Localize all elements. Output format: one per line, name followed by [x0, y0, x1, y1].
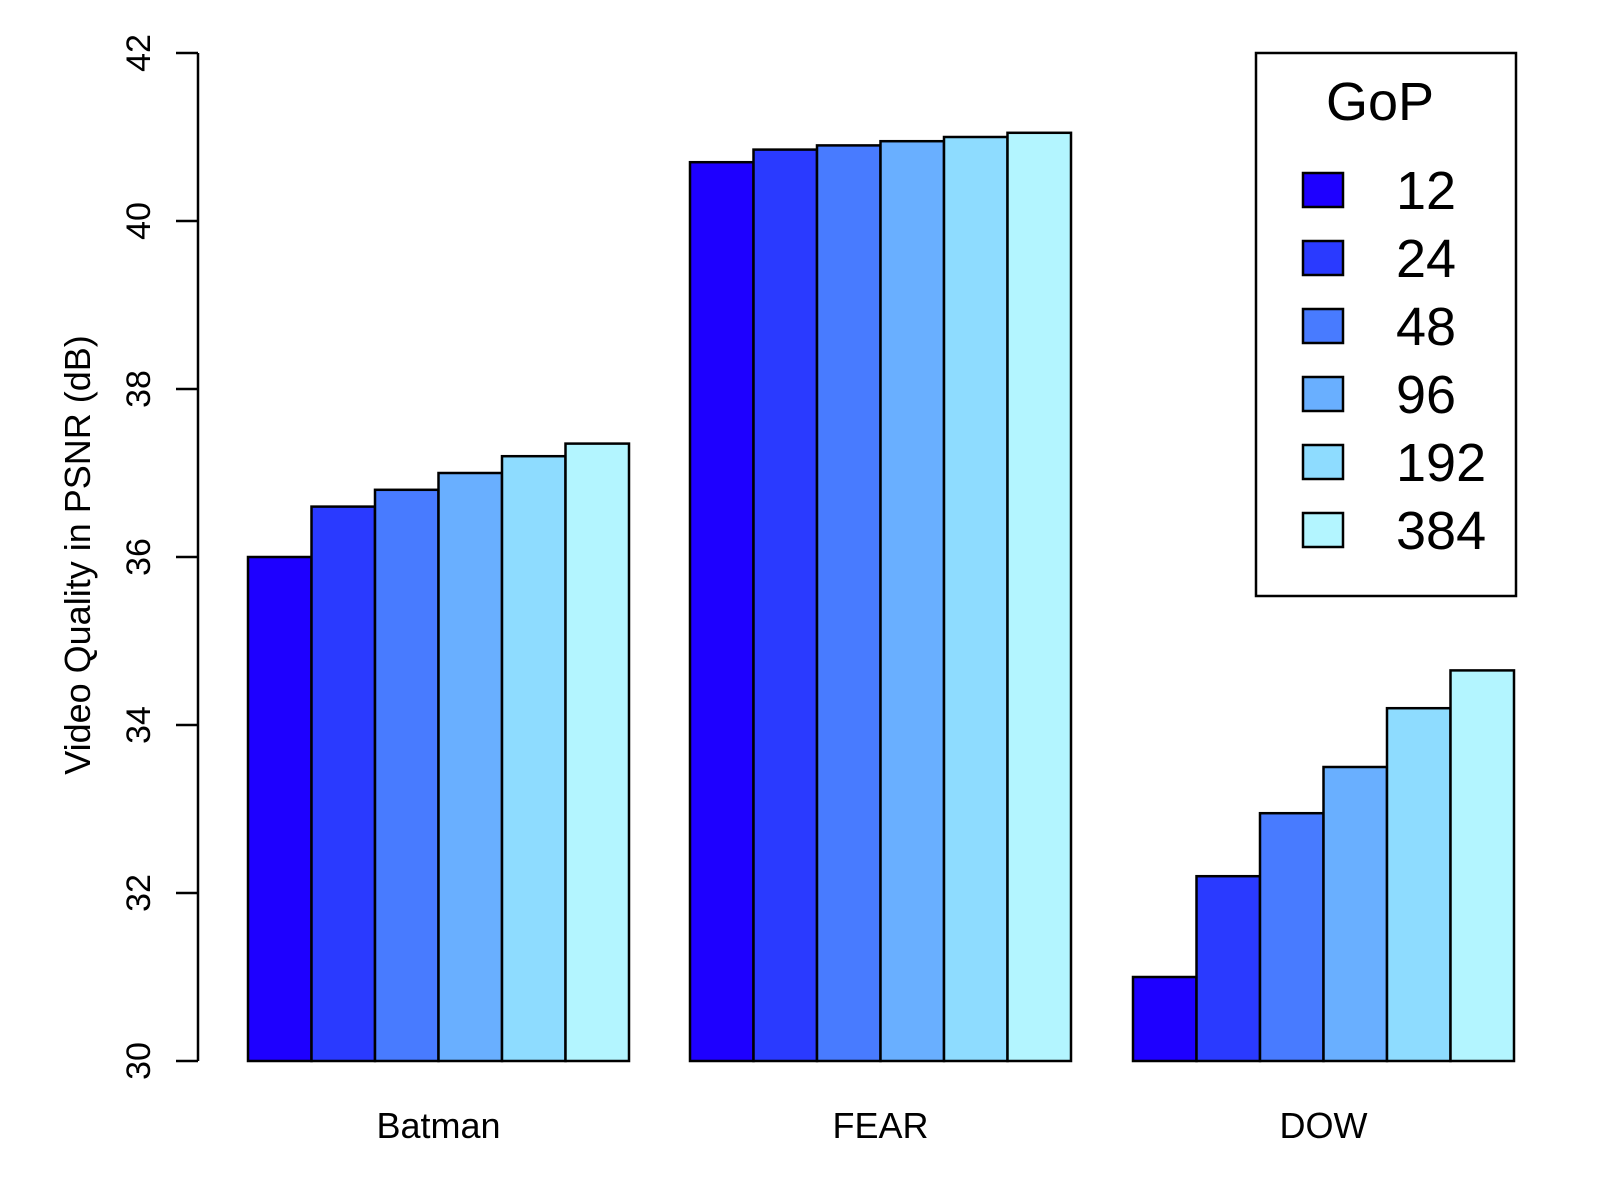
legend-swatch-48	[1301, 307, 1345, 345]
bar-dow-gop-48	[1258, 811, 1325, 1063]
bar-fear-gop-96	[879, 139, 946, 1063]
legend-label-192: 192	[1396, 433, 1486, 493]
y-tick-label: 42	[120, 34, 158, 72]
bar-batman-gop-12	[246, 555, 313, 1063]
legend-label-24: 24	[1396, 229, 1456, 289]
bar-batman-gop-48	[373, 488, 440, 1063]
bar-fear-gop-48	[815, 144, 882, 1063]
bars	[246, 131, 1516, 1063]
bar-batman-gop-24	[310, 505, 377, 1063]
legend-box	[1254, 51, 1518, 598]
bar-fear-gop-384	[1006, 131, 1073, 1063]
bar-dow-gop-12	[1131, 975, 1198, 1063]
legend-swatch-384	[1301, 511, 1345, 549]
y-tick-label: 36	[120, 538, 158, 576]
legend-swatch-12	[1301, 171, 1345, 209]
legend-swatch-24	[1301, 239, 1345, 277]
y-tick-label: 40	[120, 202, 158, 240]
x-axis-labels: Batman FEAR DOW	[376, 1105, 1367, 1146]
y-tick-label: 34	[120, 706, 158, 744]
legend-label-48: 48	[1396, 297, 1456, 357]
bar-fear-gop-192	[942, 135, 1009, 1063]
y-tick-label: 30	[120, 1042, 158, 1080]
legend-title: GoP	[1326, 72, 1434, 132]
bar-fear-gop-24	[752, 148, 819, 1063]
bar-dow-gop-96	[1322, 765, 1389, 1063]
bar-batman-gop-96	[437, 471, 504, 1063]
bar-dow-gop-192	[1385, 706, 1452, 1063]
legend-swatch-192	[1301, 443, 1345, 481]
bar-batman-gop-384	[564, 442, 631, 1063]
bar-dow-gop-24	[1195, 874, 1262, 1063]
bar-batman-gop-192	[500, 454, 567, 1063]
x-label-batman: Batman	[376, 1105, 500, 1146]
y-axis: 30 32 34 36 38 40 42	[120, 34, 200, 1080]
legend-label-12: 12	[1396, 161, 1456, 221]
y-tick-label: 32	[120, 874, 158, 912]
y-tick-label: 38	[120, 370, 158, 408]
legend-label-384: 384	[1396, 501, 1486, 561]
bar-dow-gop-384	[1449, 669, 1516, 1063]
x-label-fear: FEAR	[832, 1105, 928, 1146]
legend-swatch-96	[1301, 375, 1345, 413]
bar-fear-gop-12	[688, 160, 755, 1063]
legend-label-96: 96	[1396, 365, 1456, 425]
legend: GoP 12 24 48 96 192 384	[1254, 51, 1518, 598]
y-axis-title: Video Quality in PSNR (dB)	[57, 335, 98, 775]
x-label-dow: DOW	[1280, 1105, 1368, 1146]
